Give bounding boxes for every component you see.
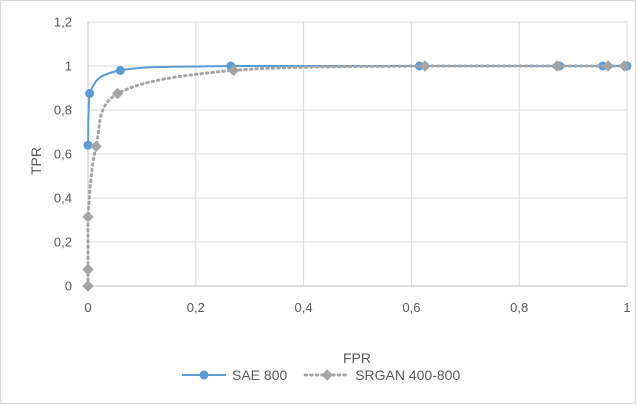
data-point bbox=[82, 280, 94, 292]
series-layer bbox=[82, 60, 632, 292]
legend-item-2: SRGAN 400-800 bbox=[303, 367, 460, 383]
data-point bbox=[111, 87, 124, 100]
x-tick-label: 0,8 bbox=[510, 300, 528, 315]
legend-label: SRGAN 400-800 bbox=[355, 367, 460, 383]
y-axis-title: TPR bbox=[28, 147, 44, 175]
grid-lines bbox=[88, 21, 628, 286]
y-tick-label: 0,6 bbox=[54, 147, 72, 162]
legend-label: SAE 800 bbox=[232, 367, 287, 383]
data-point bbox=[82, 210, 94, 223]
legend-swatch-marker bbox=[199, 370, 209, 380]
data-point bbox=[115, 65, 125, 75]
x-tick-label: 0,6 bbox=[402, 300, 420, 315]
y-tick-label: 1,2 bbox=[54, 15, 72, 30]
x-tick-label: 1 bbox=[623, 300, 630, 315]
data-point bbox=[90, 140, 102, 153]
y-tick-label: 1 bbox=[65, 59, 72, 74]
data-point bbox=[618, 60, 631, 72]
legend: SAE 800 SRGAN 400-800 bbox=[182, 367, 460, 383]
series-1 bbox=[83, 61, 632, 150]
x-tick-label: 0,4 bbox=[295, 300, 313, 315]
y-tick-label: 0,8 bbox=[54, 103, 72, 118]
data-point bbox=[82, 263, 94, 276]
data-point bbox=[227, 64, 240, 77]
data-point bbox=[83, 140, 93, 150]
x-tick-label: 0,2 bbox=[187, 300, 205, 315]
series-2 bbox=[82, 60, 631, 292]
data-point bbox=[85, 89, 95, 98]
series-line bbox=[86, 64, 626, 288]
tick-labels: 0 0,2 0,4 0,6 0,8 1 1,2 0 0,2 0,4 0,6 0,8 1 bbox=[54, 15, 631, 316]
y-tick-label: 0,2 bbox=[54, 235, 72, 250]
y-tick-label: 0,4 bbox=[54, 191, 72, 206]
data-point bbox=[419, 60, 431, 72]
data-point bbox=[602, 60, 614, 72]
x-axis-title: FPR bbox=[343, 350, 371, 366]
legend-item-1: SAE 800 bbox=[182, 367, 287, 383]
legend-swatch-marker bbox=[321, 369, 333, 381]
x-tick-label: 0 bbox=[84, 300, 91, 315]
y-tick-label: 0 bbox=[65, 279, 72, 294]
data-point bbox=[551, 60, 563, 72]
